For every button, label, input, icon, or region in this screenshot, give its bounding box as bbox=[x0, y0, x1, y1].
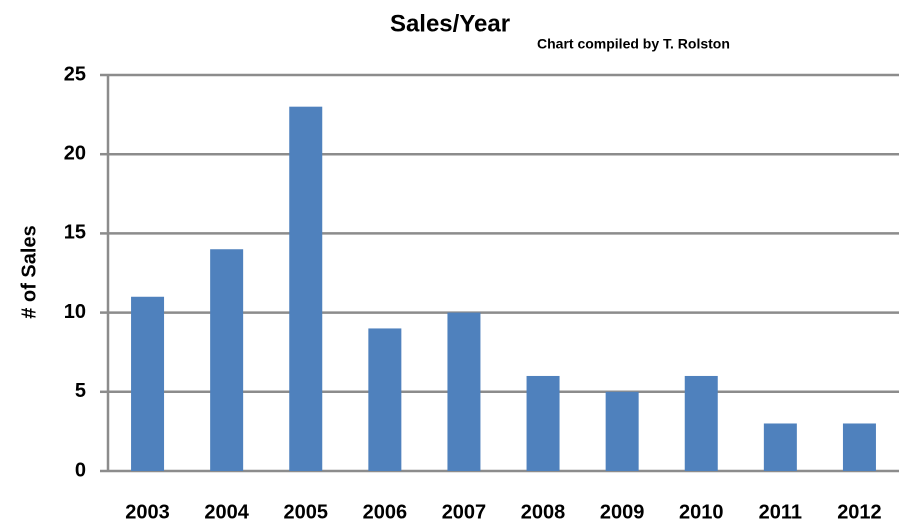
bar bbox=[210, 249, 244, 471]
bar bbox=[684, 375, 718, 471]
y-axis-label: # of Sales bbox=[18, 225, 40, 318]
y-tick-label: 20 bbox=[64, 142, 86, 164]
y-tick-label: 10 bbox=[64, 301, 86, 323]
bar bbox=[447, 312, 481, 471]
bar bbox=[289, 106, 323, 472]
bar bbox=[605, 391, 639, 471]
bar bbox=[131, 296, 165, 471]
bar bbox=[763, 423, 797, 471]
x-tick-label: 2012 bbox=[837, 501, 882, 523]
x-tick-label: 2009 bbox=[600, 501, 645, 523]
y-tick-label: 25 bbox=[64, 63, 86, 85]
bar bbox=[368, 328, 402, 471]
y-tick-label: 5 bbox=[75, 380, 86, 402]
chart-title: Sales/Year bbox=[390, 10, 510, 37]
x-tick-label: 2004 bbox=[204, 501, 249, 523]
x-tick-label: 2006 bbox=[363, 501, 408, 523]
y-tick-label: 15 bbox=[64, 222, 86, 244]
y-tick-label: 0 bbox=[75, 459, 86, 481]
bar bbox=[842, 423, 876, 471]
chart-subtitle: Chart compiled by T. Rolston bbox=[537, 36, 730, 52]
x-tick-label: 2008 bbox=[521, 501, 566, 523]
x-tick-label: 2011 bbox=[759, 501, 802, 523]
x-tick-label: 2005 bbox=[284, 501, 329, 523]
x-tick-label: 2007 bbox=[442, 501, 487, 523]
x-tick-label: 2003 bbox=[125, 501, 170, 523]
x-tick-label: 2010 bbox=[679, 501, 724, 523]
bar bbox=[526, 375, 560, 471]
